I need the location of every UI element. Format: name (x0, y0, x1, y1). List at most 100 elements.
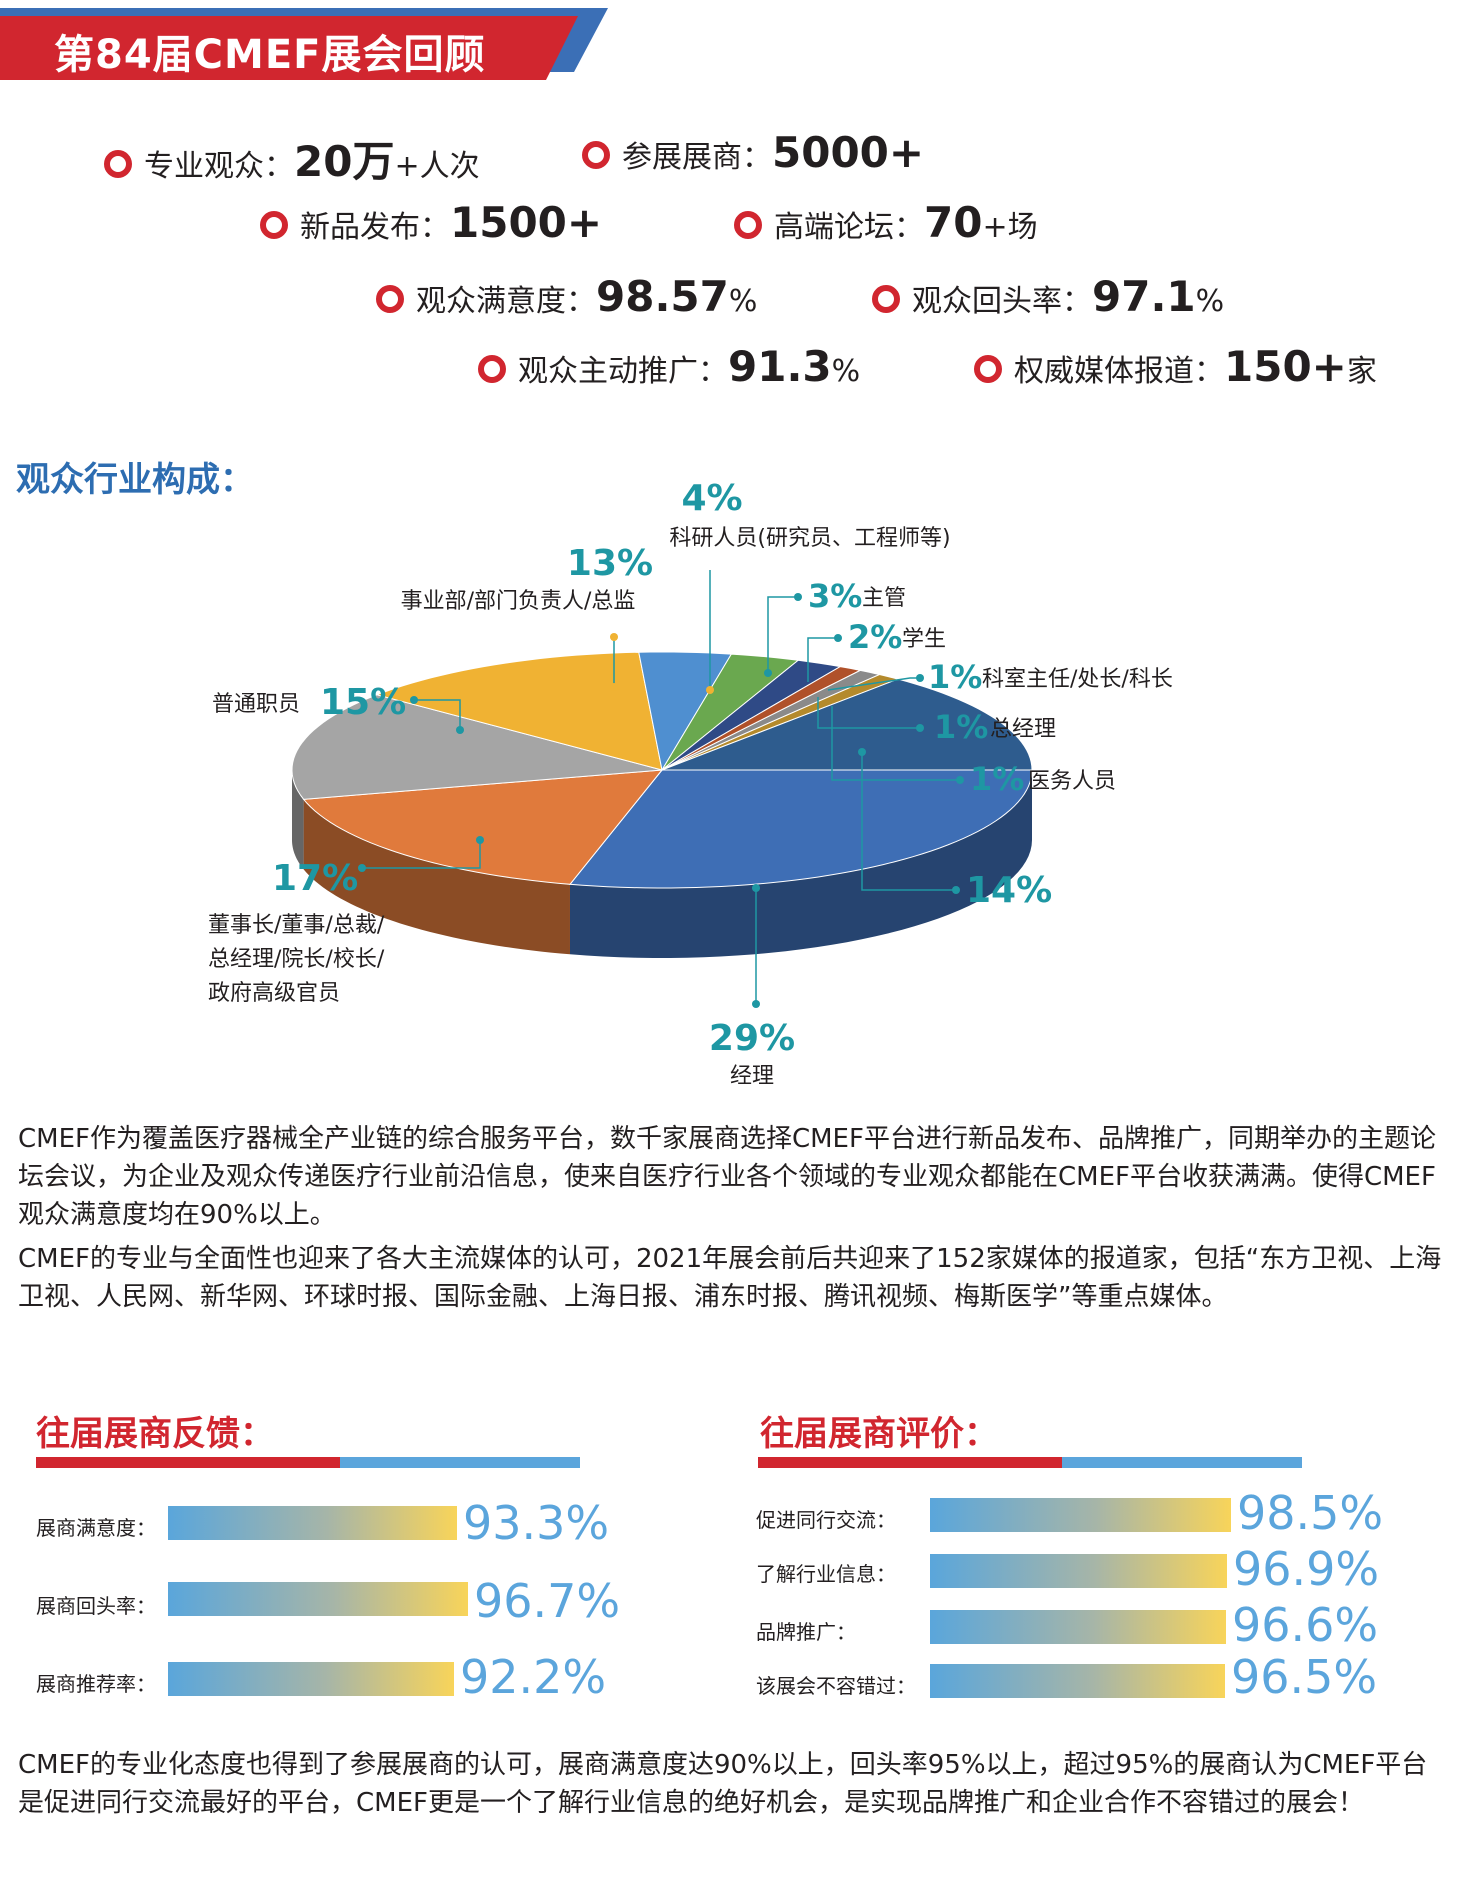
callout-dot (834, 634, 842, 642)
feedback-value-return: 96.7% (474, 1574, 621, 1628)
page-title: 第84届CMEF展会回顾 (54, 32, 486, 78)
callout-dot (706, 686, 714, 694)
label-supervisor-pct: 3% (808, 577, 862, 615)
feedback-rule-blue (340, 1457, 580, 1468)
pie-slice-3 (375, 651, 663, 771)
pie-slice-1 (302, 769, 664, 885)
intro-paragraph: CMEF作为覆盖医疗器械全产业链的综合服务平台，数千家展商选择CMEF平台进行新… (18, 1124, 1436, 1230)
callout-line-student (807, 637, 838, 682)
callout-dot (752, 884, 760, 892)
feedback-label-recommend: 展商推荐率： (36, 1672, 156, 1696)
label-director-pct: 13% (567, 543, 653, 584)
callout-dot (410, 696, 418, 704)
stat-professional-visitors: 专业观众： 20万 +人次 (104, 128, 480, 189)
pie-top (291, 651, 1033, 889)
stat-new-products: 新品发布： 1500+ (260, 198, 602, 247)
pie-slice-5 (661, 653, 800, 771)
bullet-icon (974, 355, 1002, 383)
evaluation-rule-blue (1062, 1457, 1302, 1468)
evaluation-value-exchange: 98.5% (1237, 1486, 1384, 1540)
label-gm-pct: 1% (934, 708, 988, 746)
pie-slice-4 (638, 651, 733, 772)
label-director-name: 事业部/部门负责人/总监 (401, 589, 636, 614)
evaluation-label-info: 了解行业信息： (756, 1562, 896, 1586)
bullet-icon (872, 285, 900, 313)
callout-dot (916, 674, 924, 682)
evaluation-bar-exchange (930, 1498, 1231, 1532)
pie-slice-10 (661, 678, 1033, 771)
label-chairman-line-1: 董事长/董事/总裁/ (208, 913, 385, 938)
bullet-icon (478, 355, 506, 383)
label-staff-pct: 15% (320, 682, 406, 723)
label-section-chief-pct: 1% (928, 658, 982, 696)
feedback-rule-red (36, 1457, 340, 1468)
feedback-bar-recommend (168, 1662, 454, 1696)
evaluation-label-must-attend: 该展会不容错过： (756, 1674, 916, 1698)
title-banner (0, 8, 608, 80)
bullet-icon (734, 211, 762, 239)
callout-dot (610, 683, 618, 691)
bullet-icon (376, 285, 404, 313)
callout-dot (476, 836, 484, 844)
pie-slice-0 (568, 769, 1033, 889)
feedback-bar-return (168, 1582, 468, 1616)
callout-line-supervisor (767, 596, 798, 673)
label-research-pct: 4% (681, 478, 742, 519)
bullet-icon (260, 211, 288, 239)
evaluation-value-must-attend: 96.5% (1231, 1650, 1378, 1704)
feedback-value-satisfaction: 93.3% (463, 1496, 610, 1550)
label-chairman-line-3: 政府高级官员 (208, 981, 340, 1006)
media-paragraph: CMEF的专业与全面性也迎来了各大主流媒体的认可，2021年展会前后共迎来了15… (18, 1244, 1442, 1312)
evaluation-label-brand: 品牌推广： (756, 1620, 856, 1644)
pie-sides (292, 770, 1032, 958)
callout-dot (956, 776, 964, 784)
label-manager-name: 经理 (730, 1064, 774, 1089)
callout-line-chairman (362, 840, 481, 869)
stat-forums: 高端论坛： 70 +场 (734, 198, 1038, 247)
callout-dot (610, 633, 618, 641)
callout-dot (858, 748, 866, 756)
callout-dot (358, 864, 366, 872)
label-supervisor-name: 主管 (862, 586, 906, 611)
evaluation-bar-brand (930, 1610, 1226, 1644)
pie-side-0 (569, 770, 1032, 958)
stat-satisfaction: 观众满意度： 98.57 % (376, 272, 757, 321)
label-student-pct: 2% (848, 618, 902, 656)
label-gm-name: 总经理 (990, 717, 1056, 742)
audience-section-title: 观众行业构成： (16, 460, 254, 500)
evaluation-label-exchange: 促进同行交流： (756, 1508, 896, 1532)
feedback-label-satisfaction: 展商满意度： (36, 1516, 156, 1540)
label-chairman-pct: 17% (272, 858, 358, 899)
label-staff-name: 普通职员 (212, 692, 300, 717)
pie-slice-2 (291, 694, 663, 800)
evaluation-rule-red (758, 1457, 1062, 1468)
label-medical-name: 医务人员 (1028, 769, 1116, 794)
feedback-label-return: 展商回头率： (36, 1594, 156, 1618)
callout-line-gm (817, 697, 920, 729)
label-research-name: 科研人员(研究员、工程师等) (669, 526, 950, 551)
feedback-section-title: 往届展商反馈： (36, 1414, 274, 1454)
callout-dot (752, 1000, 760, 1008)
callout-dot (952, 886, 960, 894)
callout-dot (794, 593, 802, 601)
label-section-chief-name: 科室主任/处长/科长 (982, 667, 1173, 692)
feedback-bar-satisfaction (168, 1506, 457, 1540)
stat-promotion: 观众主动推广： 91.3 % (478, 342, 860, 391)
bullet-icon (104, 150, 132, 178)
evaluation-bar-info (930, 1554, 1227, 1588)
callout-line-staff (414, 699, 461, 730)
exhibitor-paragraph: CMEF的专业化态度也得到了参展展商的认可，展商满意度达90%以上，回头率95%… (18, 1750, 1428, 1818)
pie-side-2 (292, 770, 304, 870)
callout-dot (764, 669, 772, 677)
evaluation-bar-must-attend (930, 1664, 1225, 1698)
callout-dot (456, 726, 464, 734)
audience-pie-chart: 4% 科研人员(研究员、工程师等) 13% 事业部/部门负责人/总监 普通职员 … (208, 478, 1173, 1089)
label-other-pct: 14% (966, 870, 1052, 911)
pie-callouts (358, 570, 964, 1008)
bullet-icon (582, 141, 610, 169)
feedback-value-recommend: 92.2% (460, 1650, 607, 1704)
label-medical-pct: 1% (970, 760, 1024, 798)
stat-exhibitors: 参展展商： 5000+ (582, 128, 924, 177)
stat-return-rate: 观众回头率： 97.1 % (872, 272, 1224, 321)
stat-media: 权威媒体报道： 150+ 家 (974, 342, 1377, 391)
